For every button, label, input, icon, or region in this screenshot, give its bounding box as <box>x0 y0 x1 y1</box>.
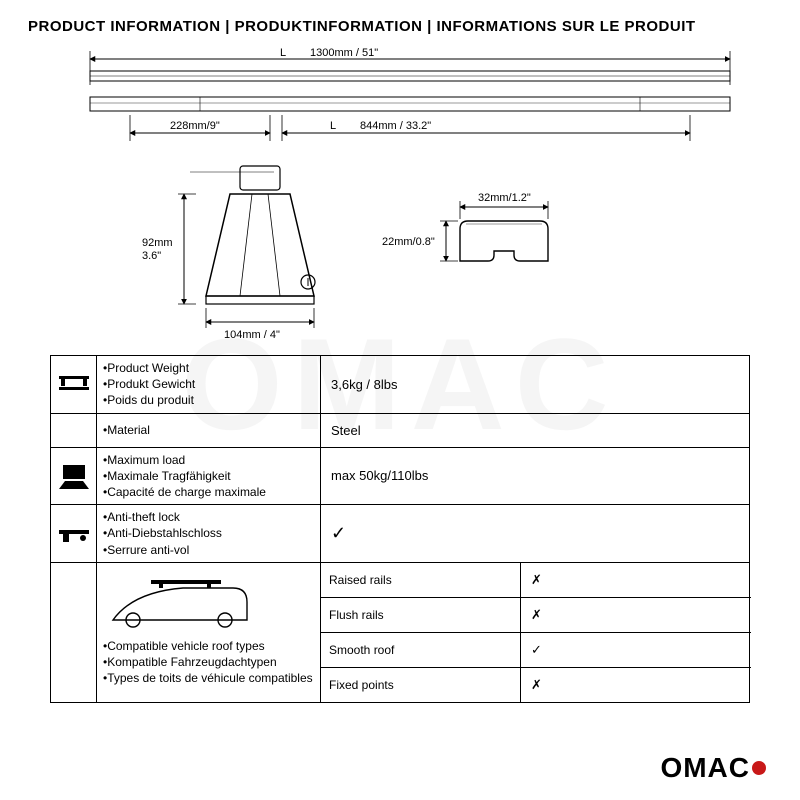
load-icon <box>51 448 97 505</box>
top-bar-dim: L 1300mm / 51" <box>90 47 730 85</box>
row-load: •Maximum load •Maximale Tragfähigkeit •C… <box>50 448 750 506</box>
row-weight: •Product Weight •Produkt Gewicht •Poids … <box>50 355 750 414</box>
brand-logo: OMAC <box>660 752 766 784</box>
load-labels: •Maximum load •Maximale Tragfähigkeit •C… <box>97 448 321 505</box>
page-title: PRODUCT INFORMATION | PRODUKTINFORMATION… <box>0 0 800 41</box>
roof-icon <box>51 563 97 702</box>
lock-value: ✓ <box>321 505 749 562</box>
load-value: max 50kg/110lbs <box>321 448 749 505</box>
row-material: •Material Steel <box>50 414 750 448</box>
roof-opt-2-label: Smooth roof <box>321 633 521 667</box>
row-lock: •Anti-theft lock •Anti-Diebstahlschloss … <box>50 505 750 563</box>
material-icon <box>51 414 97 447</box>
roof-opt-1-val: ✗ <box>521 598 751 632</box>
svg-text:1300mm / 51": 1300mm / 51" <box>310 47 378 59</box>
svg-text:104mm / 4": 104mm / 4" <box>224 329 280 341</box>
profile-diagram: 32mm/1.2" 22mm/0.8" <box>382 192 548 261</box>
weight-labels: •Product Weight •Produkt Gewicht •Poids … <box>97 356 321 413</box>
roof-labels: •Compatible vehicle roof types •Kompatib… <box>97 563 321 702</box>
foot-diagram: 92mm3.6" 104mm / 4" <box>142 166 315 341</box>
technical-diagram: L 1300mm / 51" 228mm/9" L 844mm / 33.2" … <box>30 41 770 351</box>
row-roof: •Compatible vehicle roof types •Kompatib… <box>50 563 750 703</box>
svg-text:L: L <box>280 47 286 59</box>
roof-opt-1-label: Flush rails <box>321 598 521 632</box>
material-labels: •Material <box>97 414 321 447</box>
roof-opt-3-val: ✗ <box>521 668 751 702</box>
svg-text:L: L <box>330 120 336 132</box>
roof-opt-2-val: ✓ <box>521 633 751 667</box>
lock-labels: •Anti-theft lock •Anti-Diebstahlschloss … <box>97 505 321 562</box>
svg-text:228mm/9": 228mm/9" <box>170 120 220 132</box>
brand-dot-icon <box>752 761 766 775</box>
svg-text:92mm3.6": 92mm3.6" <box>142 237 173 262</box>
svg-text:32mm/1.2": 32mm/1.2" <box>478 192 531 204</box>
roof-opt-3-label: Fixed points <box>321 668 521 702</box>
roof-options: Raised rails ✗ Flush rails ✗ Smooth roof… <box>321 563 751 702</box>
bar-bottom <box>90 97 730 111</box>
svg-text:22mm/0.8": 22mm/0.8" <box>382 236 435 248</box>
roof-opt-0-label: Raised rails <box>321 563 521 597</box>
offset-dim: 228mm/9" <box>130 115 270 141</box>
weight-value: 3,6kg / 8lbs <box>321 356 749 413</box>
bar-top <box>90 71 730 81</box>
inner-dim: L 844mm / 33.2" <box>282 115 690 141</box>
lock-icon <box>51 505 97 562</box>
svg-text:844mm / 33.2": 844mm / 33.2" <box>360 120 431 132</box>
material-value: Steel <box>321 414 749 447</box>
spec-table: •Product Weight •Produkt Gewicht •Poids … <box>50 355 750 703</box>
roof-opt-0-val: ✗ <box>521 563 751 597</box>
weight-icon <box>51 356 97 413</box>
